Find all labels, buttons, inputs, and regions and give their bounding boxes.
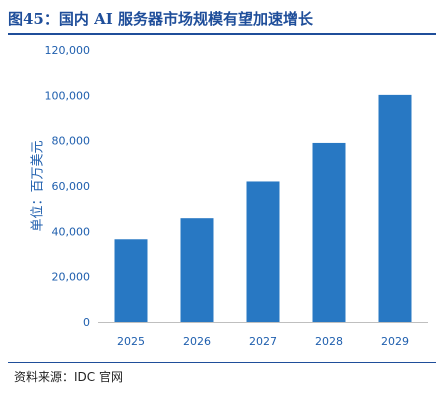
source-note: 资料来源：IDC 官网	[14, 370, 123, 384]
y-tick-label: 0	[83, 316, 90, 329]
x-tick-label: 2028	[315, 335, 343, 348]
y-axis-ticks: 0 20,000 40,000 60,000 80,000 100,000 120,000	[45, 44, 91, 329]
bar-2029	[378, 94, 412, 322]
y-tick-label: 120,000	[45, 44, 91, 57]
source-divider	[8, 362, 436, 363]
y-axis-label-group: 单位：百万美元	[31, 140, 46, 231]
bar-2025	[114, 239, 148, 322]
y-tick-label: 40,000	[52, 225, 91, 238]
x-axis-ticks: 2025 2026 2027 2028 2029	[117, 335, 409, 348]
figure-header: 图45：国内 AI 服务器市场规模有望加速增长	[8, 6, 436, 32]
y-tick-label: 100,000	[45, 89, 91, 102]
figure-title: 图45：国内 AI 服务器市场规模有望加速增长	[8, 10, 313, 28]
bars	[114, 94, 412, 322]
y-axis-label: 单位：百万美元	[31, 140, 46, 231]
y-tick-label: 20,000	[52, 271, 91, 284]
title-divider	[8, 33, 436, 35]
bar-2028	[312, 142, 346, 322]
x-tick-label: 2027	[249, 335, 277, 348]
x-tick-label: 2025	[117, 335, 145, 348]
bar-2027	[246, 181, 280, 322]
x-tick-label: 2029	[381, 335, 409, 348]
bar-2026	[180, 218, 214, 322]
y-tick-label: 80,000	[52, 135, 91, 148]
x-tick-label: 2026	[183, 335, 211, 348]
y-tick-label: 60,000	[52, 180, 91, 193]
